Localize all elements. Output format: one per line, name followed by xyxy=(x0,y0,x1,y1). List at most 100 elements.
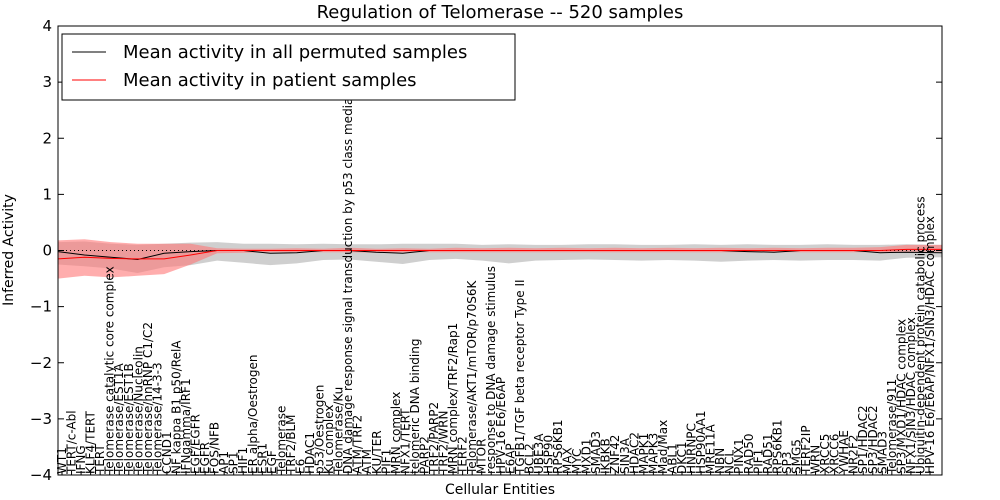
x-tick-label: RAD50 xyxy=(742,433,756,474)
y-tick-label: 4 xyxy=(42,17,52,35)
x-tick-label: MYC xyxy=(570,449,584,474)
x-tick-label: RPS6KB1 xyxy=(770,419,784,474)
x-tick-label: ABL1 xyxy=(665,443,679,474)
x-tick-label: SP1/HDAC2 xyxy=(856,405,870,474)
legend-label-permuted: Mean activity in all permuted samples xyxy=(123,42,467,63)
x-tick-label: MRN complex/TRF2/Rap1 xyxy=(446,323,460,474)
x-tick-label: MAPK3 xyxy=(646,433,660,474)
y-axis-label: Inferred Activity xyxy=(1,194,17,306)
x-tick-label: SP1 xyxy=(227,452,241,475)
x-tick-label: SMAD3 xyxy=(589,431,603,474)
x-tick-label: Telomerase/hnRNP C1/C2 xyxy=(141,322,155,475)
y-tick-label: −3 xyxy=(30,410,52,428)
x-tick-label: TGFB1/TGF beta receptor Type II xyxy=(513,279,527,475)
patient-mean-line xyxy=(57,248,942,260)
x-tick-label: HPV-16 E6/E6AP xyxy=(494,377,508,474)
x-tick-label: CCND1 xyxy=(160,431,174,474)
x-tick-label: ATM xyxy=(360,449,374,474)
x-tick-label: p53/Oestrogen xyxy=(313,385,327,474)
x-tick-label: NR2F2 xyxy=(847,435,861,475)
x-tick-label: Mad/Max xyxy=(656,420,670,474)
legend-box xyxy=(61,33,516,101)
y-tick-label: 2 xyxy=(42,129,52,147)
x-tick-label: KLF4/TERT xyxy=(84,410,98,474)
x-tick-label: IFNG xyxy=(74,445,88,474)
x-tick-label: PIF1 xyxy=(379,449,393,474)
y-tick-label: −4 xyxy=(30,466,52,484)
x-tick-label: ZNF42 xyxy=(608,435,622,474)
x-tick-label: ATM/TRF2 xyxy=(351,415,365,474)
chart-title: Regulation of Telomerase -- 520 samples xyxy=(317,2,684,23)
x-tick-label: SMAD3 xyxy=(875,431,889,474)
x-tick-label: HDAC1 xyxy=(303,432,317,474)
x-tick-label: XRCC6 xyxy=(828,434,842,474)
y-tick-label: 3 xyxy=(42,73,52,91)
x-tick-label: TRF2/BLM xyxy=(284,414,298,475)
y-tick-label: −1 xyxy=(30,298,52,316)
x-tick-label: WT1 xyxy=(55,447,69,474)
legend: Mean activity in all permuted samples Me… xyxy=(61,33,516,101)
y-tick-label: −2 xyxy=(30,354,52,372)
x-tick-label: Telomerase/EST1A xyxy=(112,362,126,475)
x-tick-label: YWHAE xyxy=(837,430,851,475)
x-tick-label: PINX1 xyxy=(732,438,746,474)
x-tick-label: response to DNA damage stimulus xyxy=(484,266,498,474)
x-tick-label: BCL2 xyxy=(522,443,536,474)
x-tick-label: NBN xyxy=(713,448,727,474)
x-tick-label: Telomerase/EST1B xyxy=(122,363,136,475)
x-tick-label: Telomerase/911 xyxy=(885,379,899,475)
x-tick-label: ER alpha/Oestrogen xyxy=(246,355,260,474)
x-tick-label: MRE11A xyxy=(704,423,718,474)
x-tick-label: NFX1/SIN3/HDAC complex xyxy=(904,317,918,474)
x-tick-label: RAD51 xyxy=(761,433,775,474)
x-axis-label: Cellular Entities xyxy=(445,482,555,498)
x-tick-label: SP3 xyxy=(780,452,794,475)
x-tick-label: WRN xyxy=(809,445,823,474)
x-tick-label: telomeric DNA binding xyxy=(408,338,422,474)
x-tick-label: SMG5 xyxy=(789,439,803,474)
x-tick-label: EGF xyxy=(265,450,279,474)
x-tick-label: MXD1 xyxy=(580,439,594,474)
x-tick-label: TERT/c-Abl xyxy=(65,410,79,475)
x-tick-label: SP3/MXD1/HDAC complex xyxy=(894,319,908,474)
x-tick-label: Ku complex xyxy=(322,404,336,474)
x-tick-label: DNA damage response signal transduction … xyxy=(341,81,355,474)
x-tick-label: NF kappa B1 p50/RelA xyxy=(169,340,183,474)
x-tick-label: AP1 xyxy=(217,451,231,474)
x-tick-label: TERF2IP xyxy=(799,425,813,475)
x-tick-label: MAX xyxy=(561,447,575,474)
x-tick-label: NFX1/TERT xyxy=(398,408,412,474)
x-tick-label: HNRNPC xyxy=(685,423,699,474)
x-tick-label: DKC1 xyxy=(675,442,689,474)
x-tick-label: PIF1 xyxy=(751,449,765,474)
x-tick-label: Telomerase/14-3-3 xyxy=(150,362,164,475)
x-tick-label: XRCC5 xyxy=(818,434,832,474)
x-tick-label: EGFR xyxy=(198,442,212,474)
x-tick-label: Telomerase/AKT1/mTOR/p70S6K xyxy=(465,279,479,475)
x-tick-label: Ubiquitin-dependent protein catabolic pr… xyxy=(913,196,927,474)
x-tick-label: E6 xyxy=(293,459,307,474)
x-tick-label: HDAC2 xyxy=(627,432,641,474)
x-tick-label: FOS/NFB xyxy=(208,422,222,474)
x-tick-label: MRN complex xyxy=(389,392,403,474)
patient-band xyxy=(58,239,942,279)
x-tick-label: MTOR xyxy=(475,439,489,474)
x-tick-label: Telomerase/Ku xyxy=(332,387,346,475)
x-tick-label: TERT xyxy=(93,444,107,475)
x-tick-label: PARP2 xyxy=(417,436,431,474)
y-tick-label: 0 xyxy=(42,242,52,260)
x-tick-label: HPV-16 E6/E6AP/NFX1/SIN3/HDAC complex xyxy=(923,216,937,474)
legend-label-patient: Mean activity in patient samples xyxy=(123,70,417,91)
plot-area: −4−3−2−101234WT1TERT/c-AblIFNGKLF4/TERTT… xyxy=(30,17,943,484)
x-tick-label: ESR1 xyxy=(255,443,269,474)
x-tick-label: Telomerase catalytic core complex xyxy=(103,266,117,475)
x-tick-label: SP3/HDAC2 xyxy=(866,405,880,474)
x-tick-label: RPS6KB1 xyxy=(551,419,565,474)
x-tick-label: Telomerase xyxy=(274,406,288,475)
y-tick-label: 1 xyxy=(42,185,52,203)
x-tick-label: Telomerase/Nucleolin xyxy=(131,346,145,475)
x-tick-label: HIF1 xyxy=(236,447,250,474)
x-tick-label: TRF2/PARP2 xyxy=(427,402,441,475)
x-tick-label: IFNgamma/IRF1 xyxy=(179,378,193,474)
